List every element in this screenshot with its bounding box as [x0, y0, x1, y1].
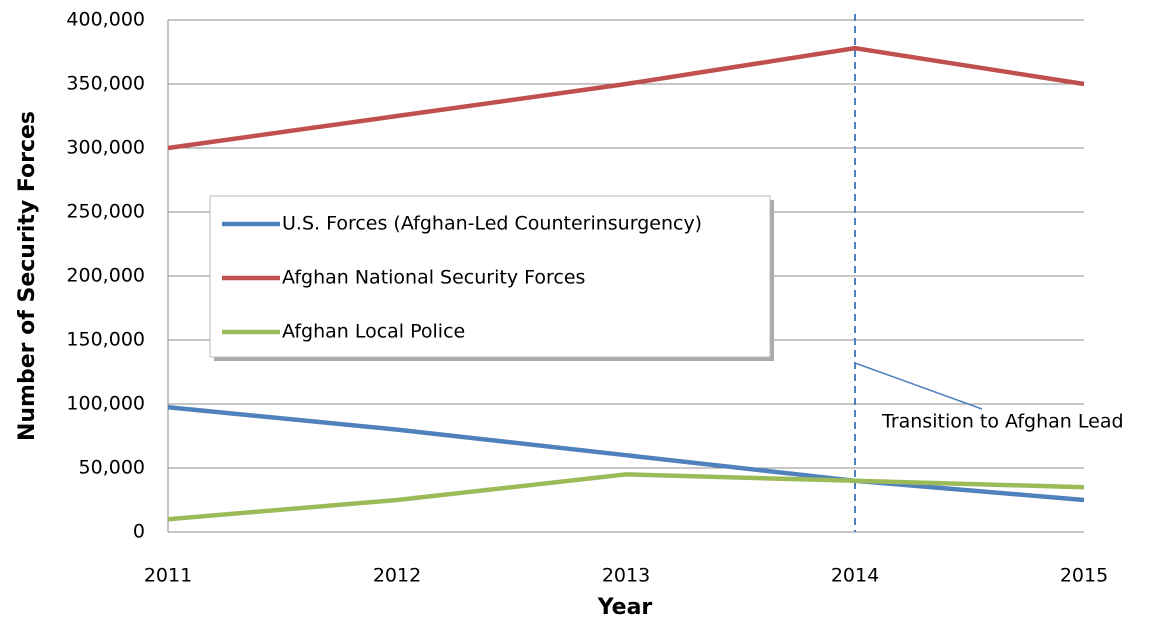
y-tick-label: 150,000	[66, 329, 145, 351]
legend-label: U.S. Forces (Afghan-Led Counterinsurgenc…	[282, 213, 702, 235]
x-axis-title: Year	[597, 595, 653, 620]
y-tick-label: 400,000	[66, 9, 145, 31]
legend-label: Afghan Local Police	[282, 321, 465, 343]
series-line	[167, 45, 1085, 151]
series-line	[167, 472, 1085, 522]
series-line	[167, 404, 1085, 503]
legend-label: Afghan National Security Forces	[282, 267, 585, 289]
legend	[209, 195, 771, 358]
y-tick-label: 250,000	[66, 201, 145, 223]
x-tick-label: 2012	[373, 565, 421, 587]
y-tick-label: 0	[133, 521, 145, 543]
x-tick-label: 2014	[831, 565, 879, 587]
y-axis-title: Number of Security Forces	[15, 111, 40, 441]
y-tick-label: 350,000	[66, 73, 145, 95]
x-tick-label: 2013	[602, 565, 650, 587]
x-tick-label: 2011	[144, 565, 192, 587]
y-tick-label: 100,000	[66, 393, 145, 415]
x-tick-label: 2015	[1060, 565, 1108, 587]
annotation-leader	[854, 362, 983, 410]
y-tick-label: 50,000	[79, 457, 145, 479]
annotation: Transition to Afghan Lead	[881, 411, 1124, 433]
y-tick-label: 200,000	[66, 265, 145, 287]
y-tick-label: 300,000	[66, 137, 145, 159]
